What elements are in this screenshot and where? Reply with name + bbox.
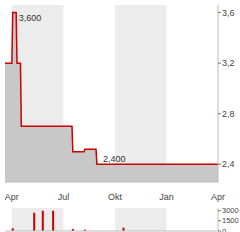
y-tick-label: 3,2 <box>222 58 235 68</box>
area <box>5 13 218 182</box>
line <box>5 13 218 165</box>
y-tick <box>218 164 221 165</box>
y-tick-label: 2,4 <box>222 159 235 169</box>
annotation: 2,400 <box>103 154 126 164</box>
bar <box>123 228 125 231</box>
bar <box>52 211 54 231</box>
chart: 2,4 2,8 3,2 3,6 Apr Jul Okt Jan Apr 3,600 2,400 0 15… <box>0 0 240 232</box>
x-tick-label: Apr <box>5 192 19 202</box>
bar <box>33 213 35 231</box>
y-axis <box>218 5 219 182</box>
y-tick <box>218 12 221 13</box>
y-tick-label: 3,6 <box>222 8 235 18</box>
y-tick-label: 0 <box>222 227 226 232</box>
x-tick-label: Apr <box>211 192 225 202</box>
x-axis <box>5 231 218 232</box>
y-tick <box>218 231 221 232</box>
y-tick <box>218 63 221 64</box>
x-tick-label: Okt <box>108 192 123 202</box>
y-tick <box>218 113 221 114</box>
plot-area <box>12 211 125 231</box>
x-axis <box>5 182 218 183</box>
x-tick-label: Jul <box>58 192 70 202</box>
x-tick-label: Jan <box>159 192 174 202</box>
y-tick <box>218 210 221 211</box>
y-tick-label: 2,8 <box>222 109 235 119</box>
y-tick-label: 1500 <box>222 216 239 225</box>
bar <box>42 211 44 231</box>
y-axis <box>218 208 219 231</box>
plot-area <box>5 13 218 182</box>
y-tick-label: 3000 <box>222 206 239 215</box>
band <box>12 208 64 231</box>
annotation: 3,600 <box>19 13 42 23</box>
band <box>115 208 167 231</box>
y-tick <box>218 220 221 221</box>
